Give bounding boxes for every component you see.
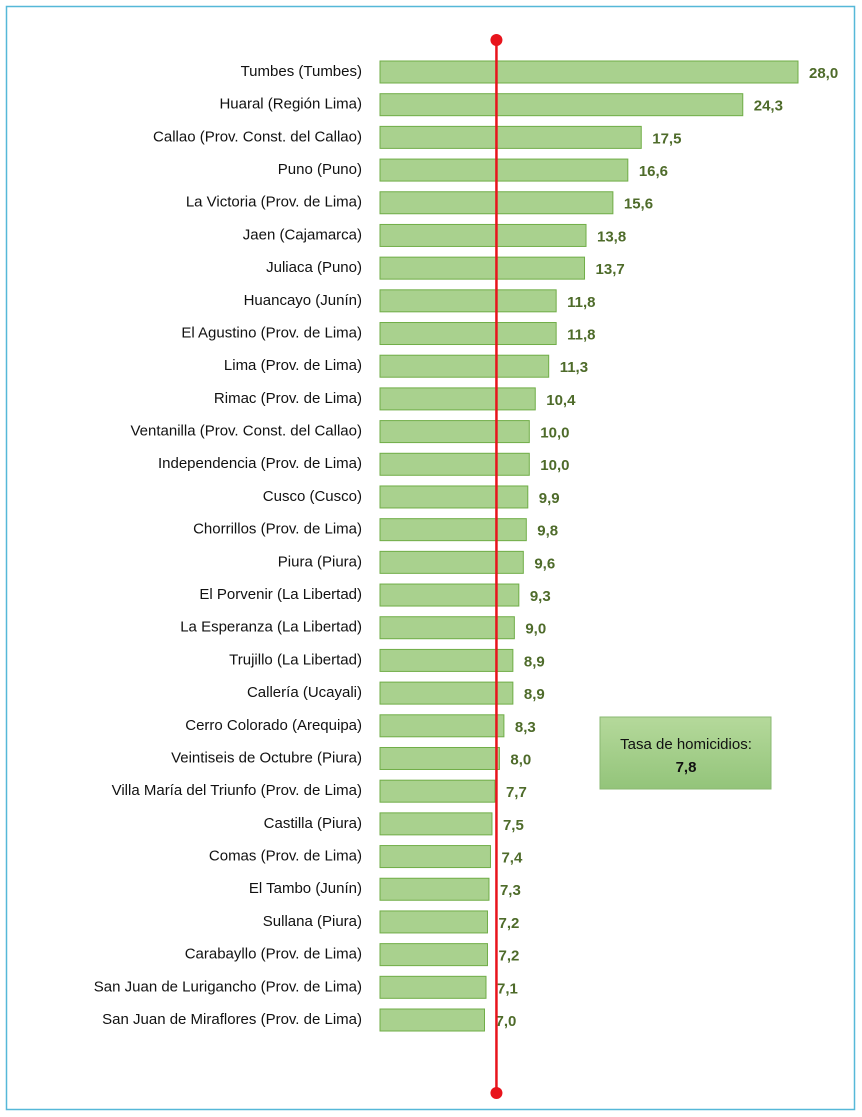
value-label: 7,7 bbox=[506, 784, 527, 801]
bar bbox=[379, 779, 496, 803]
value-label: 7,4 bbox=[501, 850, 523, 867]
value-label: 8,9 bbox=[524, 686, 545, 703]
category-label: Huancayo (Junín) bbox=[244, 292, 362, 309]
value-label: 8,0 bbox=[510, 751, 531, 768]
category-label: Lima (Prov. de Lima) bbox=[224, 357, 362, 374]
value-label: 28,0 bbox=[809, 65, 838, 82]
category-label: Veintiseis de Octubre (Piura) bbox=[171, 749, 362, 766]
value-label: 24,3 bbox=[754, 98, 783, 115]
category-label: San Juan de Lurigancho (Prov. de Lima) bbox=[94, 978, 362, 995]
value-label: 9,6 bbox=[534, 555, 555, 572]
bar bbox=[379, 746, 500, 770]
value-label: 7,3 bbox=[500, 882, 521, 899]
category-label: El Tambo (Junín) bbox=[249, 880, 362, 897]
category-label: La Esperanza (La Libertad) bbox=[180, 619, 362, 636]
value-label: 17,5 bbox=[652, 130, 681, 147]
value-label: 8,9 bbox=[524, 653, 545, 670]
bar bbox=[379, 518, 527, 542]
value-label: 16,6 bbox=[639, 163, 668, 180]
category-label: La Victoria (Prov. de Lima) bbox=[186, 194, 362, 211]
value-label: 15,6 bbox=[624, 196, 653, 213]
value-label: 7,2 bbox=[498, 915, 519, 932]
value-label: 7,1 bbox=[497, 980, 518, 997]
bar bbox=[379, 648, 514, 672]
category-label: Callería (Ucayali) bbox=[247, 684, 362, 701]
bar bbox=[379, 322, 557, 346]
reference-dot bbox=[490, 34, 503, 46]
category-label: El Porvenir (La Libertad) bbox=[199, 586, 362, 603]
category-label: Villa María del Triunfo (Prov. de Lima) bbox=[112, 782, 362, 799]
value-label: 8,3 bbox=[515, 719, 536, 736]
value-label: 10,0 bbox=[540, 425, 569, 442]
category-label: Independencia (Prov. de Lima) bbox=[158, 455, 362, 472]
value-label: 11,8 bbox=[567, 326, 595, 343]
value-label: 11,3 bbox=[560, 359, 588, 376]
bar bbox=[379, 158, 629, 182]
bar bbox=[379, 60, 799, 84]
bar bbox=[379, 1008, 485, 1032]
reference-dot bbox=[490, 1087, 503, 1099]
bar bbox=[379, 485, 529, 509]
bar bbox=[379, 125, 642, 149]
category-label: Comas (Prov. de Lima) bbox=[209, 848, 362, 865]
category-label: Cusco (Cusco) bbox=[263, 488, 362, 505]
bar bbox=[379, 714, 505, 738]
value-label: 9,9 bbox=[539, 490, 560, 507]
bar bbox=[379, 420, 530, 444]
bar bbox=[379, 387, 536, 411]
bar bbox=[379, 681, 514, 705]
category-label: Juliaca (Puno) bbox=[266, 259, 362, 276]
category-label: Trujillo (La Libertad) bbox=[229, 651, 362, 668]
category-label: Rimac (Prov. de Lima) bbox=[214, 390, 362, 407]
value-label: 9,0 bbox=[525, 621, 546, 638]
value-label: 7,5 bbox=[503, 817, 524, 834]
category-label: Carabayllo (Prov. de Lima) bbox=[185, 946, 362, 963]
bar bbox=[379, 877, 490, 901]
category-label: Castilla (Piura) bbox=[264, 815, 362, 832]
category-label: Sullana (Piura) bbox=[263, 913, 362, 930]
category-label: El Agustino (Prov. de Lima) bbox=[181, 324, 362, 341]
value-label: 10,0 bbox=[540, 457, 569, 474]
category-label: San Juan de Miraflores (Prov. de Lima) bbox=[102, 1011, 362, 1028]
bar bbox=[379, 583, 520, 607]
category-label: Cerro Colorado (Arequipa) bbox=[185, 717, 362, 734]
annotation-box bbox=[599, 716, 772, 790]
bar bbox=[379, 616, 515, 640]
category-label: Puno (Puno) bbox=[278, 161, 362, 178]
bar bbox=[379, 943, 488, 967]
bar bbox=[379, 93, 744, 117]
value-label: 11,8 bbox=[567, 294, 595, 311]
value-label: 7,2 bbox=[498, 948, 519, 965]
value-label: 9,3 bbox=[530, 588, 551, 605]
bar bbox=[379, 975, 487, 999]
bar bbox=[379, 812, 493, 836]
category-label: Piura (Piura) bbox=[278, 553, 362, 570]
bar bbox=[379, 223, 587, 247]
bar bbox=[379, 256, 586, 280]
value-label: 7,0 bbox=[496, 1013, 517, 1030]
category-label: Jaen (Cajamarca) bbox=[243, 226, 362, 243]
category-label: Huaral (Región Lima) bbox=[219, 96, 362, 113]
category-label: Chorrillos (Prov. de Lima) bbox=[193, 521, 362, 538]
bar bbox=[379, 550, 524, 574]
value-label: 9,8 bbox=[537, 523, 558, 540]
value-label: 10,4 bbox=[546, 392, 576, 409]
value-label: 13,8 bbox=[597, 228, 626, 245]
value-label: 13,7 bbox=[596, 261, 625, 278]
bar bbox=[379, 354, 550, 378]
bar bbox=[379, 452, 530, 476]
bar bbox=[379, 289, 557, 313]
category-label: Ventanilla (Prov. Const. del Callao) bbox=[130, 423, 362, 440]
category-label: Tumbes (Tumbes) bbox=[241, 63, 362, 80]
category-label: Callao (Prov. Const. del Callao) bbox=[153, 128, 362, 145]
bar bbox=[379, 845, 491, 869]
annotation-label: Tasa de homicidios: bbox=[620, 736, 752, 753]
annotation-value: 7,8 bbox=[676, 759, 697, 776]
bar bbox=[379, 910, 488, 934]
